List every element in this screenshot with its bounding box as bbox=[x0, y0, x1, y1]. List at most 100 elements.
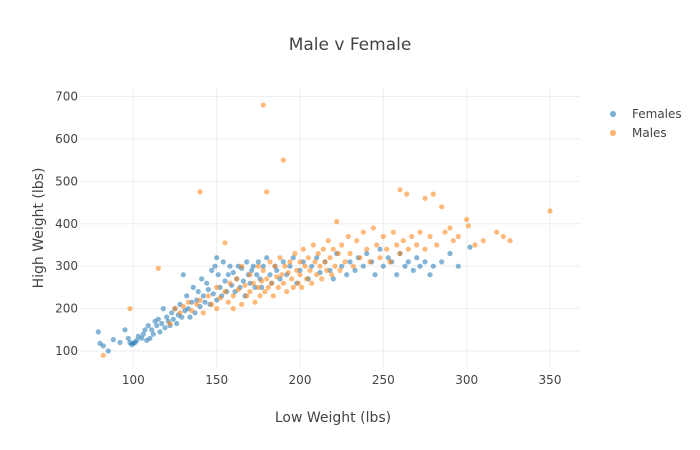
scatter-point bbox=[215, 272, 221, 278]
legend-item-males[interactable]: Males bbox=[610, 126, 667, 140]
scatter-point bbox=[205, 286, 211, 293]
scatter-point bbox=[255, 284, 261, 290]
scatter-point bbox=[297, 259, 303, 265]
scatter-point bbox=[464, 216, 470, 223]
scatter-point bbox=[227, 263, 233, 269]
y-tick-label: 200 bbox=[55, 302, 78, 316]
scatter-point bbox=[434, 242, 440, 248]
scatter-point bbox=[142, 327, 148, 333]
scatter-point bbox=[310, 242, 316, 248]
chart-title: Male v Female bbox=[289, 35, 412, 55]
scatter-point bbox=[377, 246, 383, 252]
scatter-point bbox=[140, 331, 146, 337]
scatter-point bbox=[287, 259, 293, 265]
scatter-point bbox=[249, 267, 255, 273]
scatter-point bbox=[244, 259, 250, 265]
scatter-point bbox=[255, 263, 261, 269]
scatter-point bbox=[317, 263, 323, 269]
scatter-point bbox=[189, 308, 195, 314]
scatter-point bbox=[272, 263, 278, 269]
scatter-point bbox=[312, 259, 318, 265]
scatter-point bbox=[284, 289, 290, 295]
scatter-point bbox=[267, 272, 273, 278]
scatter-point bbox=[155, 265, 161, 271]
scatter-point bbox=[367, 259, 373, 265]
scatter-point bbox=[270, 293, 276, 299]
scatter-point bbox=[422, 246, 428, 252]
scatter-point bbox=[167, 320, 173, 327]
scatter-point bbox=[405, 246, 411, 252]
scatter-point bbox=[204, 280, 210, 286]
legend-marker-males bbox=[610, 130, 616, 136]
scatter-point bbox=[332, 263, 338, 269]
scatter-point bbox=[410, 267, 416, 273]
scatter-point bbox=[387, 259, 393, 265]
scatter-point bbox=[422, 195, 428, 201]
scatter-point bbox=[330, 276, 336, 282]
scatter-point bbox=[467, 244, 473, 250]
scatter-point bbox=[360, 263, 366, 269]
scatter-point bbox=[180, 272, 186, 278]
scatter-point bbox=[150, 331, 156, 337]
scatter-point bbox=[212, 263, 218, 269]
scatter-point bbox=[364, 246, 370, 252]
y-tick-label: 400 bbox=[55, 217, 78, 231]
scatter-point bbox=[334, 219, 340, 225]
scatter-point bbox=[370, 225, 376, 231]
y-tick-label: 700 bbox=[55, 89, 78, 103]
scatter-point bbox=[269, 280, 275, 286]
legend-item-females[interactable]: Females bbox=[610, 107, 682, 121]
scatter-point bbox=[394, 272, 400, 278]
scatter-point bbox=[209, 267, 215, 273]
scatter-point bbox=[357, 255, 363, 261]
scatter-point bbox=[194, 301, 200, 307]
scatter-point bbox=[345, 233, 351, 240]
scatter-point bbox=[390, 229, 396, 235]
scatter-point bbox=[400, 238, 406, 244]
scatter-point bbox=[172, 306, 178, 312]
scatter-point bbox=[190, 284, 196, 290]
scatter-point bbox=[239, 301, 245, 307]
scatter-point bbox=[547, 208, 553, 214]
scatter-point bbox=[319, 276, 325, 282]
scatter-point bbox=[227, 280, 233, 286]
scatter-point bbox=[250, 280, 256, 286]
scatter-point bbox=[275, 284, 281, 290]
scatter-point bbox=[480, 238, 486, 244]
scatter-point bbox=[280, 157, 286, 163]
scatter-point bbox=[442, 229, 448, 235]
scatter-point bbox=[320, 246, 326, 252]
scatter-point bbox=[297, 272, 303, 278]
scatter-point bbox=[100, 343, 106, 349]
scatter-point bbox=[427, 272, 433, 278]
scatter-point bbox=[299, 284, 305, 290]
scatter-point bbox=[307, 267, 313, 273]
scatter-point bbox=[404, 191, 410, 197]
scatter-point bbox=[157, 329, 163, 335]
scatter-point bbox=[149, 327, 155, 333]
gridlines bbox=[80, 88, 580, 368]
legend-marker-females bbox=[610, 111, 616, 117]
scatter-point bbox=[295, 280, 301, 286]
scatter-point bbox=[344, 272, 350, 278]
scatter-point bbox=[174, 320, 180, 327]
scatter-point bbox=[95, 329, 101, 335]
scatter-point bbox=[164, 314, 170, 320]
scatter-point bbox=[247, 289, 253, 295]
scatter-point bbox=[279, 272, 285, 278]
scatter-point bbox=[324, 267, 330, 273]
x-tick-label: 300 bbox=[455, 373, 478, 387]
scatter-point bbox=[247, 272, 253, 278]
scatter-point bbox=[222, 240, 228, 246]
legend-label-females: Females bbox=[632, 107, 682, 121]
scatter-point bbox=[380, 263, 386, 269]
scatter-point bbox=[427, 233, 433, 240]
y-axis-title: High Weight (lbs) bbox=[31, 168, 47, 289]
scatter-point bbox=[430, 263, 436, 269]
scatter-point bbox=[287, 263, 293, 269]
legend[interactable]: Females Males bbox=[610, 107, 682, 140]
scatter-point bbox=[280, 259, 286, 265]
scatter-point bbox=[414, 242, 420, 248]
scatter-point bbox=[397, 250, 403, 257]
